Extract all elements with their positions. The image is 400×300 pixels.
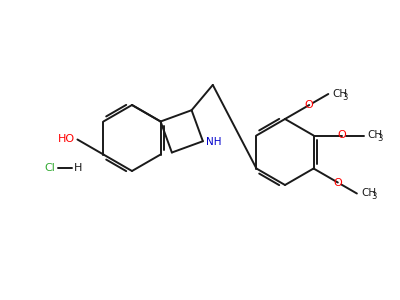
Text: CH: CH [332,89,348,99]
Text: Cl: Cl [44,163,56,173]
Text: O: O [337,130,346,140]
Text: O: O [334,178,342,188]
Text: 3: 3 [378,134,383,143]
Text: CH: CH [368,130,383,140]
Text: O: O [305,100,314,110]
Text: NH: NH [206,137,221,147]
Text: CH: CH [361,188,376,199]
Text: 3: 3 [342,92,348,101]
Text: 3: 3 [371,192,376,201]
Text: H: H [74,163,82,173]
Text: HO: HO [58,134,76,145]
